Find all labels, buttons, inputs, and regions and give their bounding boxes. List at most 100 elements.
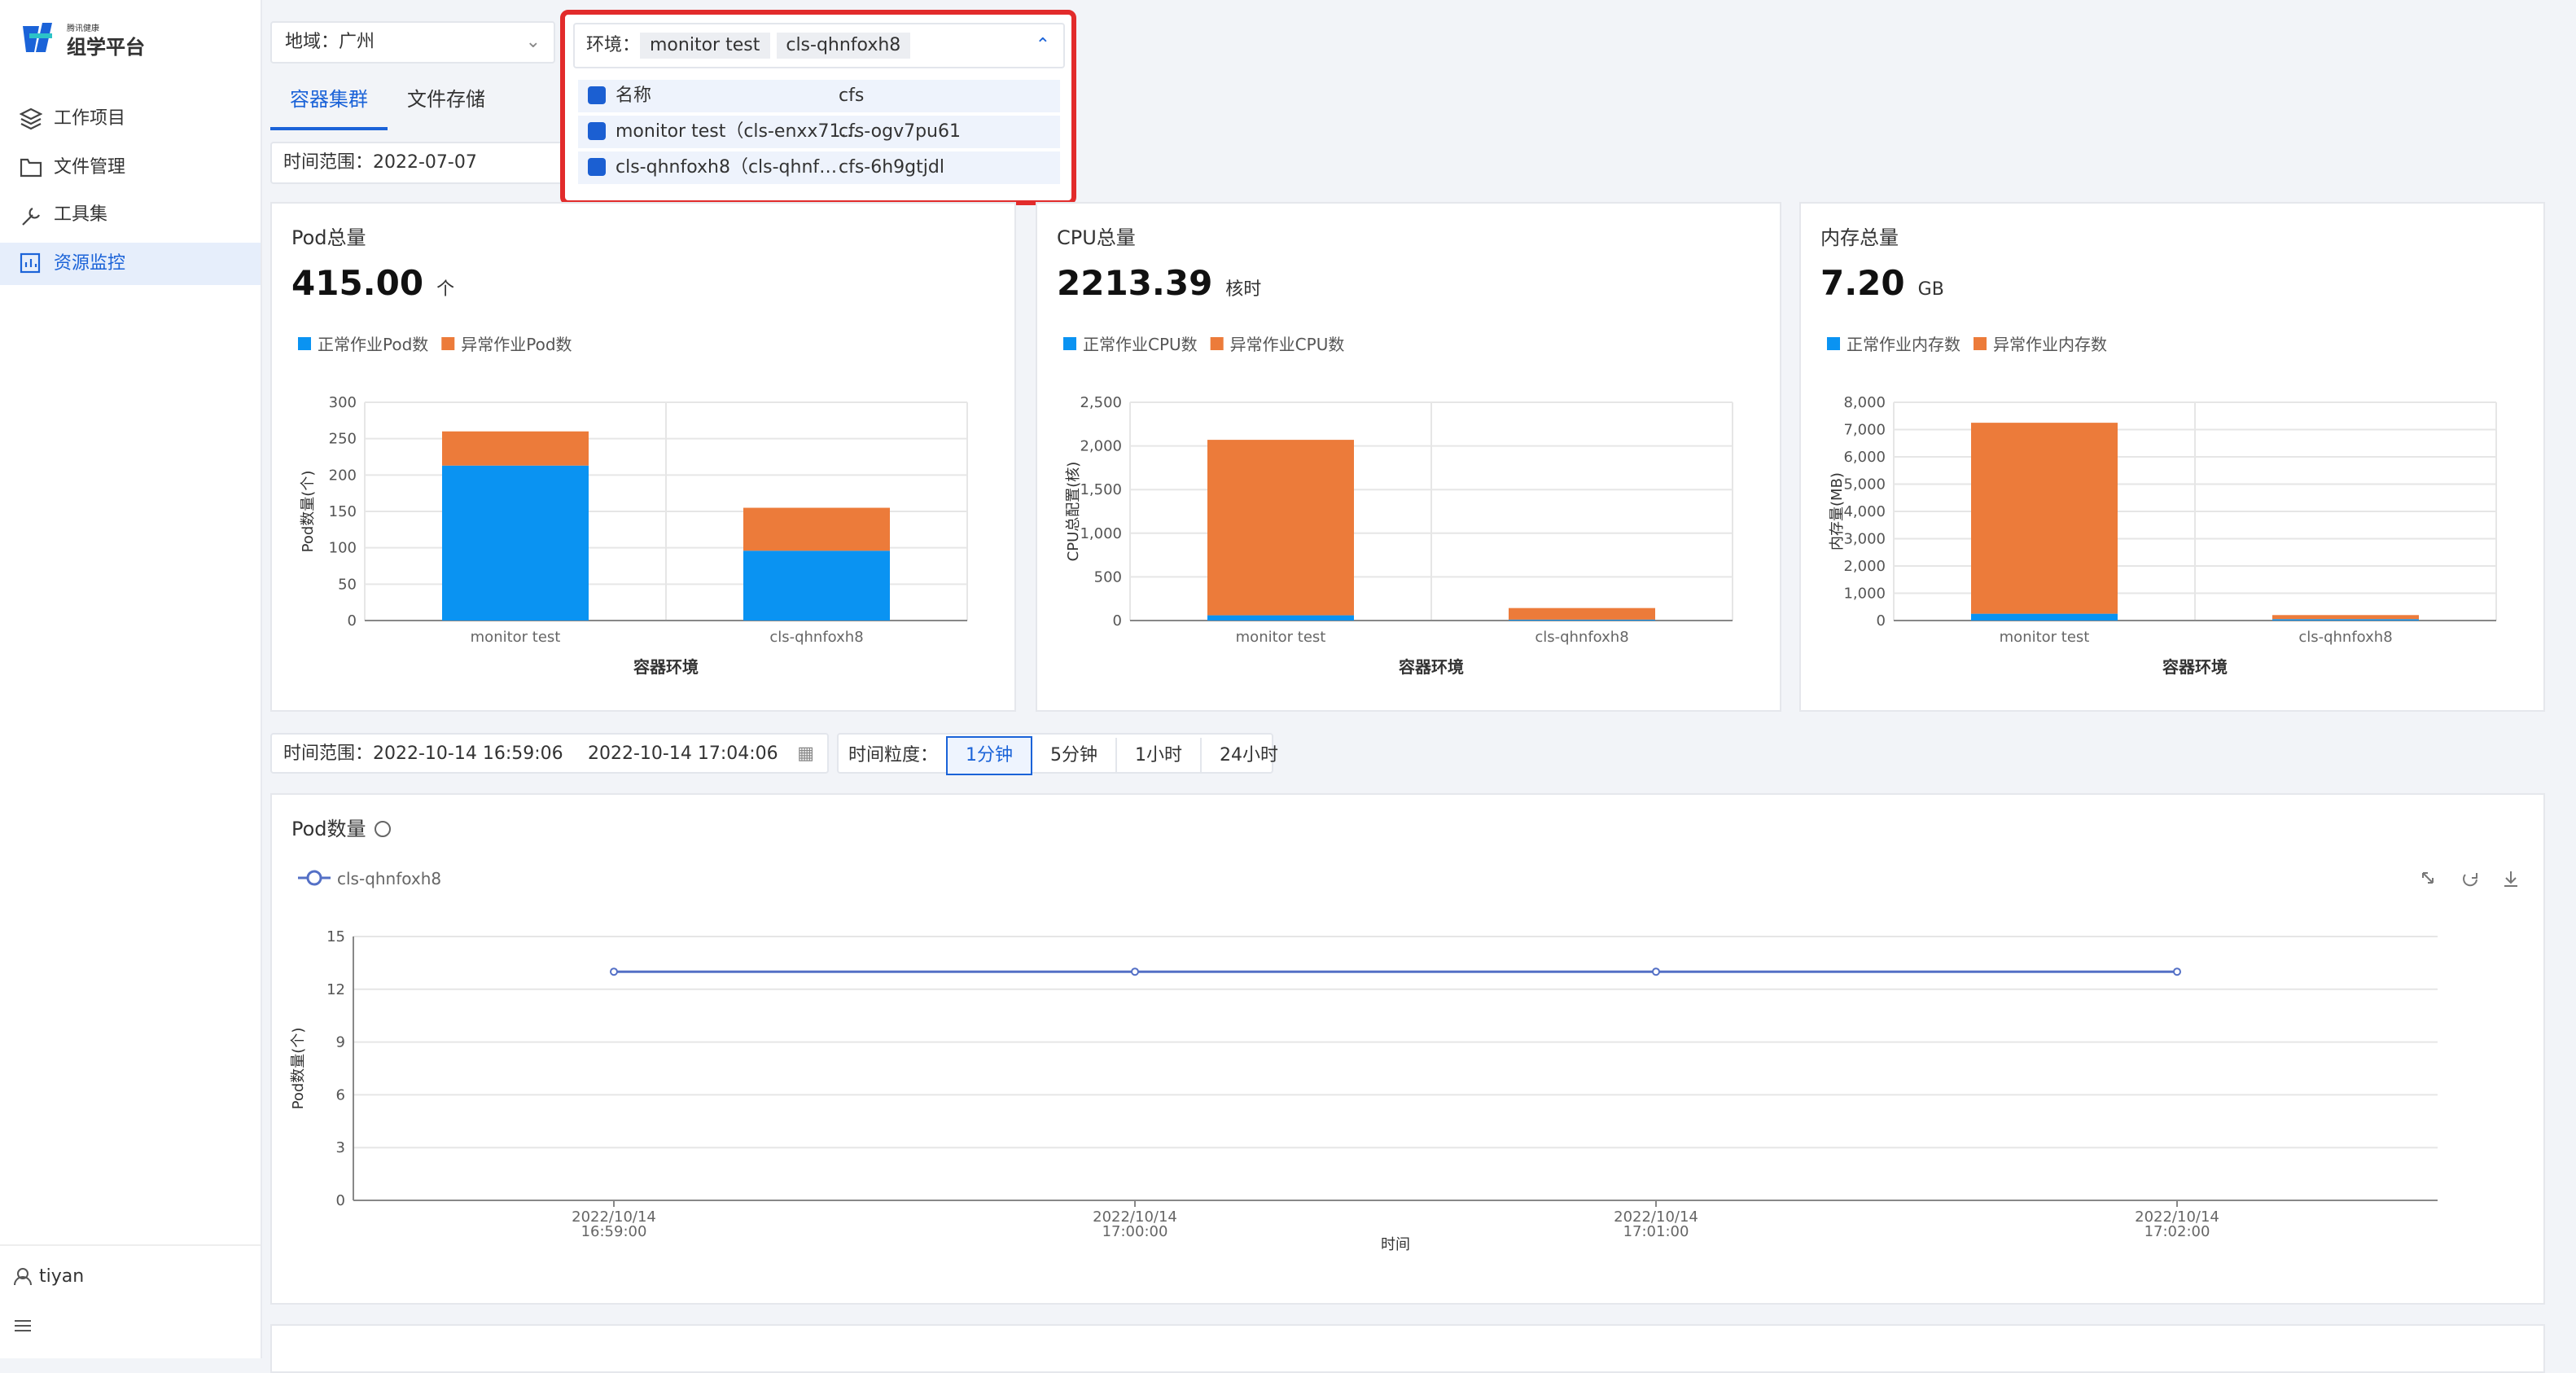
option[interactable]: 1小时 bbox=[1117, 738, 1202, 774]
menu-item[interactable]: 资源监控 bbox=[0, 243, 261, 285]
y-axis-label: Pod数量(个) bbox=[300, 471, 317, 553]
x-tick-label: 2022/10/14 17:00:00 bbox=[1093, 1209, 1177, 1240]
env-select-highlight: 环境： monitor test cls-qhnfoxh8 ⌃ 名称 cfs monit… bbox=[560, 10, 1076, 205]
bar-segment bbox=[1207, 615, 1354, 621]
menu-item[interactable]: 文件管理 bbox=[54, 156, 125, 178]
card: Pod数量 cls-qhnfoxh8 0 3 6 9 12 15 2022/10/14 16:59… bbox=[270, 793, 2545, 1305]
card: 内存总量 7.20 GB 正常作业内存数 异常作业内存数 0 1,000 2,000 3,000… bbox=[1799, 202, 2545, 712]
menu-item[interactable]: 工作项目 bbox=[54, 107, 125, 129]
tag[interactable]: monitor test bbox=[640, 33, 770, 59]
menu-item[interactable]: 工具集 bbox=[54, 204, 107, 225]
y-tick-label: 8,000 bbox=[1843, 394, 1886, 411]
cell: monitor test（cls-enxx71… bbox=[616, 121, 859, 142]
total-unit: GB bbox=[1918, 279, 1944, 300]
bar-segment bbox=[2272, 619, 2419, 621]
y-tick-label: 50 bbox=[338, 576, 357, 593]
logo-text: 组学平台 bbox=[67, 36, 146, 59]
user-name[interactable]: tiyan bbox=[39, 1266, 85, 1287]
dropdown-row[interactable]: cls-qhnfoxh8（cls-qhnf… cfs-6h9gtjdl bbox=[578, 151, 1060, 184]
value: 2022-07-07 bbox=[373, 151, 477, 173]
y-tick-label: 200 bbox=[329, 467, 357, 484]
y-tick-label: 300 bbox=[329, 394, 357, 411]
card bbox=[270, 1324, 2545, 1373]
y-tick-label: 5,000 bbox=[1843, 476, 1886, 493]
y-tick-label: 0 bbox=[348, 612, 357, 629]
legend-swatch bbox=[1974, 337, 1987, 350]
option[interactable]: 24小时 bbox=[1220, 744, 1278, 765]
y-tick-label: 100 bbox=[329, 540, 357, 557]
calendar-icon: ▦ bbox=[797, 743, 814, 764]
x-tick-time: 17:01:00 bbox=[1623, 1223, 1689, 1240]
legend-swatch bbox=[1210, 337, 1224, 350]
option[interactable]: 1分钟 bbox=[946, 736, 1032, 775]
divider bbox=[0, 1244, 261, 1246]
user-icon bbox=[14, 1268, 32, 1331]
x-tick-time: 17:00:00 bbox=[1102, 1223, 1168, 1240]
card: Pod总量 415.00 个正常作业Pod数 异常作业Pod数 0 50 100 150 200… bbox=[270, 202, 1016, 712]
tabs: 容器集群 文件存储 bbox=[270, 72, 547, 130]
x-tick-label: 2022/10/14 16:59:00 bbox=[572, 1209, 656, 1240]
label: 环境： bbox=[586, 34, 640, 55]
label: 地域： bbox=[285, 31, 339, 52]
bar-segment bbox=[743, 507, 890, 551]
x-axis-label: 容器环境 bbox=[2162, 657, 2228, 677]
x-tick-label: cls-qhnfoxh8 bbox=[2298, 629, 2392, 646]
label: 时间范围： bbox=[283, 151, 373, 173]
y-tick-label: 15 bbox=[326, 928, 345, 945]
bar-segment bbox=[442, 431, 589, 466]
point bbox=[2173, 967, 2181, 976]
caret: ⌃ bbox=[1035, 34, 1050, 55]
cell: cfs-ogv7pu61 bbox=[839, 121, 961, 142]
bar-chart: 内存总量 7.20 GB 正常作业内存数 异常作业内存数 0 1,000 2,000 3,000… bbox=[1820, 226, 2497, 677]
y-tick-label: 0 bbox=[1113, 612, 1122, 629]
tab[interactable]: 容器集群 bbox=[290, 88, 369, 111]
total-unit: 个 bbox=[436, 279, 454, 300]
date-filter[interactable]: 时间范围：2022-07-07 bbox=[270, 142, 563, 184]
legend-marker bbox=[306, 870, 322, 886]
time-range[interactable]: 时间范围：2022-10-14 16:59:06 2022-10-14 17:04… bbox=[270, 733, 829, 774]
bar-segment bbox=[2272, 615, 2419, 620]
tab[interactable]: 文件存储 bbox=[407, 88, 486, 111]
cell: cfs bbox=[839, 85, 865, 106]
label: 时间范围： bbox=[283, 743, 373, 764]
y-axis-label: 内存量(MB) bbox=[1829, 472, 1846, 551]
bar-segment bbox=[1207, 440, 1354, 616]
y-tick-label: 1,500 bbox=[1080, 481, 1122, 498]
env-select[interactable]: 环境： monitor test cls-qhnfoxh8 ⌃ bbox=[573, 23, 1065, 68]
toolbox-icons[interactable] bbox=[2418, 868, 2522, 891]
y-tick-label: 3 bbox=[336, 1139, 345, 1156]
y-tick-label: 1,000 bbox=[1080, 525, 1122, 542]
x-tick-label: 2022/10/14 17:02:00 bbox=[2135, 1209, 2219, 1240]
option[interactable]: 5分钟 bbox=[1032, 738, 1117, 774]
card-title: Pod总量 bbox=[291, 226, 366, 249]
y-tick-label: 250 bbox=[329, 431, 357, 448]
y-tick-label: 0 bbox=[1877, 612, 1886, 629]
y-tick-label: 7,000 bbox=[1843, 422, 1886, 439]
x-axis-label: 容器环境 bbox=[1399, 657, 1464, 677]
sidebar: 腾讯健康 组学平台 工作项目 文件管理 工具集 资源监控 tiyan bbox=[0, 0, 262, 1358]
bar-segment bbox=[1509, 619, 1655, 621]
y-tick-label: 2,500 bbox=[1080, 394, 1122, 411]
legend-label: 异常作业CPU数 bbox=[1230, 335, 1345, 354]
end: 2022-10-14 17:04:06 bbox=[588, 743, 778, 764]
legend-swatch bbox=[441, 337, 455, 350]
y-tick-label: 9 bbox=[336, 1034, 345, 1051]
dropdown-header[interactable]: 名称 cfs bbox=[578, 80, 1060, 112]
dropdown: 名称 cfs monitor test（cls-enxx71… cfs-ogv7pu… bbox=[573, 78, 1065, 195]
dropdown-row[interactable]: monitor test（cls-enxx71… cfs-ogv7pu61 bbox=[578, 116, 1060, 148]
legend-swatch bbox=[1063, 337, 1076, 350]
caret: ⌄ bbox=[525, 31, 541, 52]
start: 2022-10-14 16:59:06 bbox=[373, 743, 563, 764]
bar-segment bbox=[1971, 613, 2118, 621]
card-title: Pod数量 bbox=[291, 818, 366, 840]
y-tick-label: 3,000 bbox=[1843, 531, 1886, 548]
x-axis-label: 容器环境 bbox=[633, 657, 699, 677]
y-tick-label: 2,000 bbox=[1080, 438, 1122, 455]
y-tick-label: 150 bbox=[329, 503, 357, 520]
region-select[interactable]: 地域：广州 ⌄ bbox=[270, 21, 555, 64]
total-value: 7.20 bbox=[1820, 263, 1905, 303]
x-tick-date: 2022/10/14 bbox=[572, 1209, 656, 1226]
tag[interactable]: cls-qhnfoxh8 bbox=[776, 33, 911, 59]
